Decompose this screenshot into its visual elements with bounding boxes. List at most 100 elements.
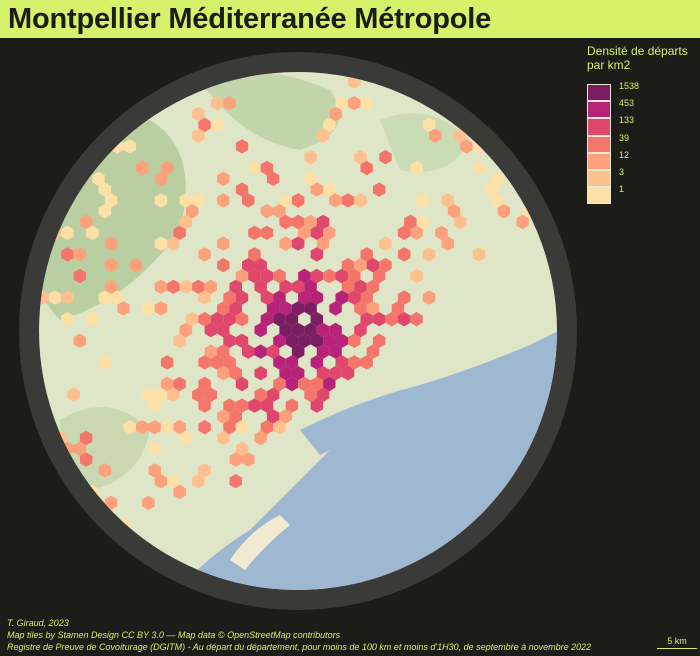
density-hex xyxy=(260,312,274,327)
density-hex xyxy=(185,204,199,219)
density-hex xyxy=(354,301,367,316)
density-hex xyxy=(385,312,398,327)
density-hex xyxy=(79,430,93,446)
density-hex xyxy=(217,430,230,446)
density-hex xyxy=(304,387,317,402)
density-hex xyxy=(266,344,280,359)
density-hex xyxy=(429,128,442,143)
density-hex xyxy=(229,452,242,467)
density-hex xyxy=(304,150,317,165)
density-hex xyxy=(235,312,249,327)
density-hex xyxy=(366,301,380,316)
density-hex xyxy=(310,398,324,413)
density-hex xyxy=(142,301,155,316)
density-hex xyxy=(279,409,292,424)
legend-class-label: 1 xyxy=(619,184,625,195)
density-hex xyxy=(179,279,193,294)
density-hex xyxy=(223,96,236,111)
density-hex xyxy=(104,258,118,273)
density-hex xyxy=(260,420,274,435)
density-hex xyxy=(235,398,249,413)
density-hex xyxy=(104,279,118,294)
density-hex xyxy=(254,344,267,359)
density-hex xyxy=(235,139,249,154)
legend-class-label: 39 xyxy=(619,132,630,143)
density-hex xyxy=(304,322,317,338)
density-hex xyxy=(348,268,361,284)
density-hex xyxy=(217,193,230,208)
map-view[interactable] xyxy=(0,38,700,618)
density-hex xyxy=(397,225,411,240)
density-hex xyxy=(192,279,205,294)
density-hex xyxy=(404,214,417,230)
density-hex xyxy=(129,258,143,273)
density-hex xyxy=(179,322,193,338)
legend-class-label: 3 xyxy=(619,166,625,177)
density-hex xyxy=(198,247,211,262)
density-hex xyxy=(335,96,348,111)
density-hex xyxy=(360,247,373,262)
density-hex xyxy=(279,322,292,338)
density-hex xyxy=(316,214,330,230)
density-hex xyxy=(291,214,305,230)
density-hex xyxy=(204,322,218,338)
density-hex xyxy=(192,128,205,143)
credit-tiles: Map tiles by Stamen Design CC BY 3.0 — M… xyxy=(7,630,341,640)
density-hex xyxy=(341,258,355,273)
density-hex xyxy=(316,322,330,338)
density-hex xyxy=(160,376,174,392)
density-hex xyxy=(279,214,292,230)
legend-title-line2: par km2 xyxy=(587,58,631,72)
density-hex xyxy=(198,290,211,305)
density-hex xyxy=(273,290,286,305)
density-hex xyxy=(316,236,330,251)
density-hex xyxy=(360,312,373,327)
density-hex xyxy=(192,193,205,208)
density-hex xyxy=(279,236,292,251)
density-hex xyxy=(416,214,430,230)
forest-hills-north xyxy=(200,72,340,150)
density-hex xyxy=(304,171,317,186)
density-hex xyxy=(67,387,80,402)
density-hex xyxy=(310,225,324,240)
density-hex xyxy=(260,204,274,219)
density-hex xyxy=(273,333,286,348)
density-hex xyxy=(160,420,174,435)
density-hex xyxy=(279,301,292,316)
density-hex xyxy=(291,344,305,359)
density-hex xyxy=(104,236,118,251)
density-hex xyxy=(323,268,336,284)
density-hex xyxy=(472,247,486,262)
density-hex xyxy=(397,290,411,305)
density-hex xyxy=(310,355,324,370)
density-hex xyxy=(291,322,305,338)
density-hex xyxy=(61,247,74,262)
density-hex xyxy=(354,322,367,338)
legend-swatch xyxy=(587,152,611,170)
density-hex xyxy=(173,333,186,348)
density-hex xyxy=(86,225,99,240)
density-hex xyxy=(360,355,373,370)
density-hex xyxy=(310,268,324,284)
density-hex xyxy=(379,236,392,251)
density-hex xyxy=(254,322,267,338)
scale-bar-line xyxy=(657,648,697,649)
density-hex xyxy=(335,333,348,348)
density-hex xyxy=(410,268,423,284)
density-hex xyxy=(366,344,380,359)
density-hex xyxy=(491,171,504,186)
density-hex xyxy=(242,193,255,208)
density-hex xyxy=(323,182,336,197)
density-hex xyxy=(372,182,386,197)
density-hex xyxy=(285,355,299,370)
density-hex xyxy=(223,398,236,413)
density-hex xyxy=(229,409,242,424)
density-hex xyxy=(329,366,342,381)
density-hex xyxy=(348,355,361,370)
density-hex xyxy=(167,279,180,294)
density-hex xyxy=(348,96,361,111)
density-hex xyxy=(204,387,218,402)
density-hex xyxy=(298,268,311,284)
density-hex xyxy=(242,258,255,273)
density-hex xyxy=(198,376,211,392)
